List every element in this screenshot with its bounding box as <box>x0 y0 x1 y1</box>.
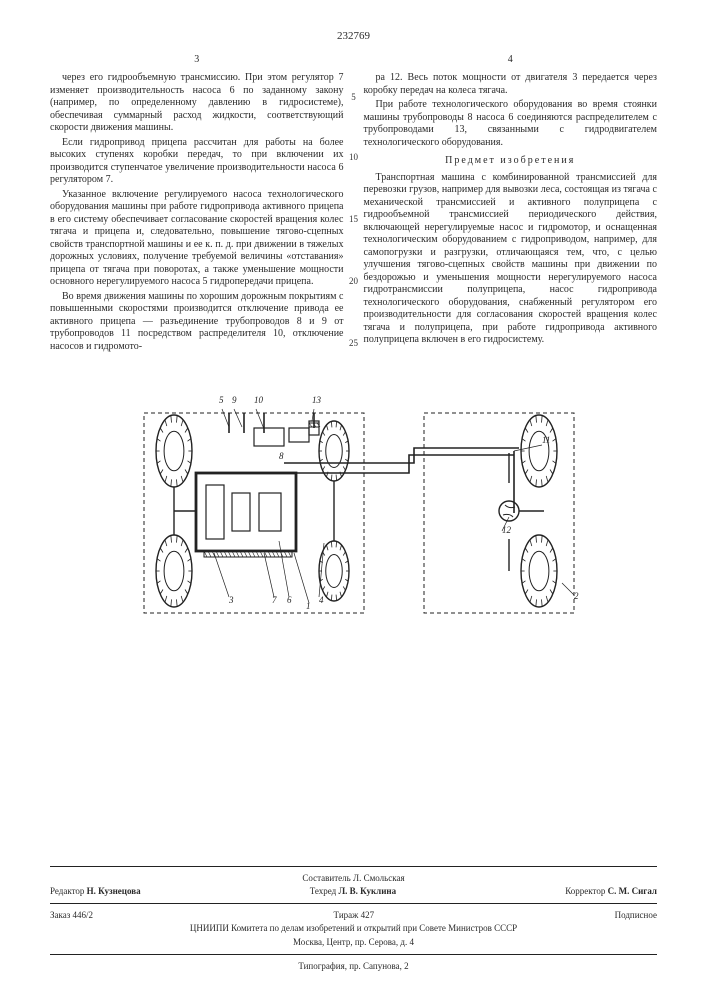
svg-text:10: 10 <box>254 395 264 405</box>
svg-text:7: 7 <box>272 595 277 605</box>
svg-text:9: 9 <box>232 395 237 405</box>
podpisnoe: Подписное <box>615 910 657 921</box>
svg-text:13: 13 <box>312 395 322 405</box>
figure-container: 12345678910111213 <box>50 373 657 623</box>
divider <box>50 903 657 904</box>
svg-text:6: 6 <box>287 595 292 605</box>
line-marker: 20 <box>349 276 358 287</box>
credits-row: Редактор Н. Кузнецова Техред Л. В. Кукли… <box>50 886 657 897</box>
svg-text:2: 2 <box>574 591 579 601</box>
line-marker: 15 <box>349 214 358 225</box>
paragraph: ра 12. Весь поток мощности от двигателя … <box>364 72 658 97</box>
left-column: 3 через его гидрообъемную трансмиссию. П… <box>50 54 344 356</box>
paragraph: Если гидропривод прицепа рассчитан для р… <box>50 137 344 187</box>
line-marker: 5 <box>351 92 356 103</box>
claim-paragraph: Транспортная машина с комбинированной тр… <box>364 172 658 347</box>
divider <box>50 866 657 867</box>
typography-line: Типография, пр. Сапунова, 2 <box>50 961 657 972</box>
page: 232769 3 через его гидрообъемную трансми… <box>0 0 707 1000</box>
paragraph: Указанное включение регулируемого насоса… <box>50 189 344 289</box>
col-num-left: 3 <box>50 54 344 67</box>
editor: Редактор Н. Кузнецова <box>50 886 141 897</box>
col-num-right: 4 <box>364 54 658 67</box>
svg-text:1: 1 <box>306 601 311 611</box>
techred: Техред Л. В. Куклина <box>310 886 396 897</box>
paragraph: через его гидрообъемную трансмиссию. При… <box>50 72 344 135</box>
doc-number: 232769 <box>50 30 657 44</box>
divider <box>50 954 657 955</box>
line-marker: 10 <box>349 152 358 163</box>
print-row: Заказ 446/2 Тираж 427 Подписное <box>50 910 657 921</box>
line-marker: 25 <box>349 338 358 349</box>
org-line: ЦНИИПИ Комитета по делам изобретений и о… <box>50 923 657 934</box>
claims-title: Предмет изобретения <box>364 155 658 168</box>
svg-text:5: 5 <box>219 395 224 405</box>
colophon: Составитель Л. Смольская Редактор Н. Куз… <box>50 860 657 973</box>
paragraph: Во время движения машины по хорошим доро… <box>50 291 344 354</box>
svg-text:4: 4 <box>319 595 324 605</box>
svg-text:12: 12 <box>502 525 512 535</box>
address-line: Москва, Центр, пр. Серова, д. 4 <box>50 937 657 948</box>
svg-text:8: 8 <box>279 451 284 461</box>
order: Заказ 446/2 <box>50 910 93 921</box>
svg-text:3: 3 <box>228 595 234 605</box>
corrector: Корректор С. М. Сигал <box>565 886 657 897</box>
right-column: 4 ра 12. Весь поток мощности от двигател… <box>364 54 658 356</box>
composer-line: Составитель Л. Смольская <box>50 873 657 884</box>
svg-text:11: 11 <box>542 435 550 445</box>
transmission-diagram: 12345678910111213 <box>114 373 594 623</box>
paragraph: При работе технологического оборудования… <box>364 99 658 149</box>
tirazh: Тираж 427 <box>334 910 375 921</box>
